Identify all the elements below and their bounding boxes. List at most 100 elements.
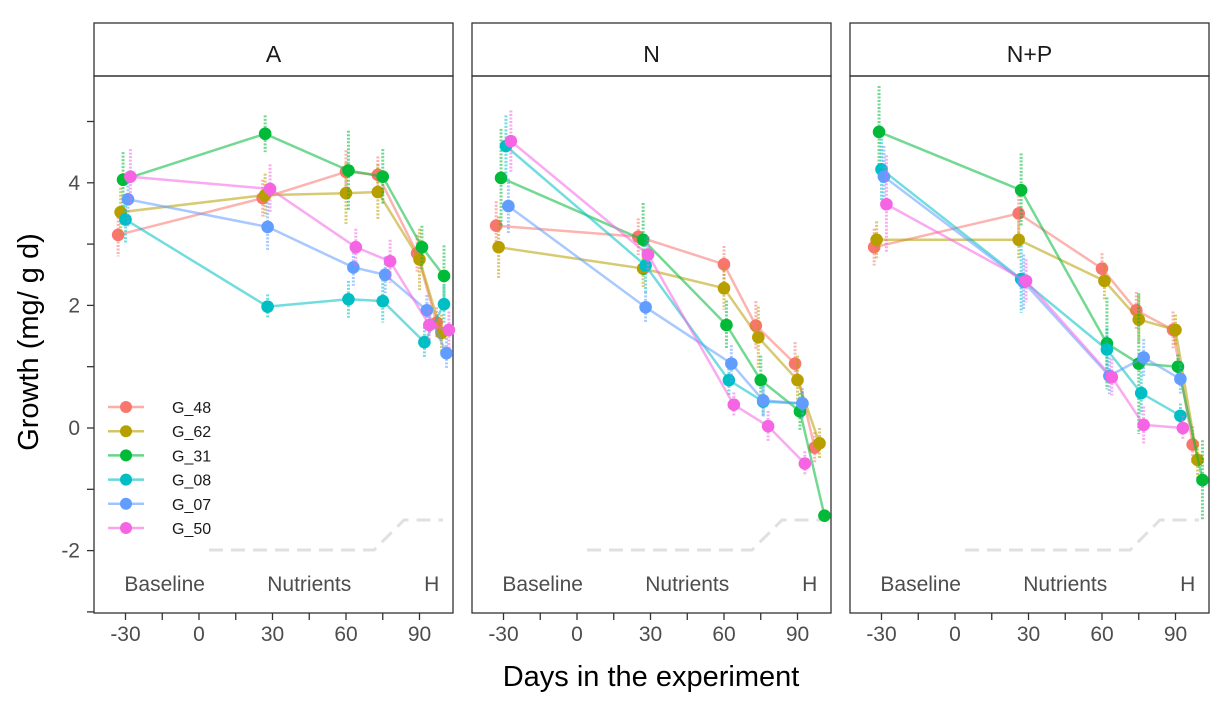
facet-label: A: [266, 41, 282, 67]
data-point: [880, 197, 893, 211]
x-tick-label: 90: [408, 623, 431, 646]
legend-key-dot: [120, 425, 132, 438]
phase-label: H: [802, 573, 817, 596]
series-g-07: [502, 178, 809, 419]
facet-strip: [471, 22, 832, 77]
series-line: [873, 212, 1194, 445]
data-point: [415, 240, 429, 254]
data-point: [440, 346, 453, 360]
x-tick-label: 30: [1017, 623, 1040, 646]
x-tick-label: 30: [261, 623, 284, 646]
legend-key-dot: [120, 497, 132, 510]
data-point: [376, 294, 390, 308]
data-point: [347, 261, 360, 274]
data-point: [1174, 372, 1187, 386]
data-point: [1012, 233, 1025, 247]
data-point: [1137, 351, 1150, 364]
data-point: [383, 254, 397, 268]
x-tick-label: 60: [334, 623, 357, 646]
series-g-31: [872, 85, 1209, 520]
panel-frame: [849, 75, 1210, 614]
x-tick-label: -30: [110, 623, 140, 646]
y-tick-label: 0: [68, 417, 80, 440]
data-point: [639, 300, 652, 314]
data-point: [761, 419, 775, 433]
data-point: [339, 186, 353, 200]
phase-label: H: [1180, 573, 1195, 596]
y-tick-label: -2: [61, 540, 80, 563]
y-tick-label: 2: [68, 294, 80, 317]
legend-label: G_31: [172, 448, 211, 465]
series-g-62: [870, 221, 1204, 479]
data-point: [717, 281, 731, 295]
data-point: [504, 134, 518, 148]
data-point: [437, 297, 451, 311]
x-tick-label: 0: [571, 623, 583, 646]
data-point: [349, 240, 363, 254]
x-axis-n: -30 0 30 60 90: [488, 613, 809, 646]
data-point: [502, 199, 515, 213]
x-tick-label: 30: [639, 623, 662, 646]
phase-label: Nutrients: [645, 573, 729, 596]
series-g-50: [124, 149, 456, 349]
y-axis-title: Growth (mg/ g d): [13, 233, 45, 451]
data-point: [1137, 418, 1150, 432]
legend-key-dot: [120, 522, 132, 534]
series-g-50: [504, 110, 812, 476]
data-point: [798, 457, 812, 470]
x-tick-label: 60: [712, 623, 735, 646]
facet-label: N: [643, 41, 660, 67]
data-point: [717, 258, 731, 271]
x-tick-label: -30: [866, 623, 896, 646]
data-point: [639, 259, 652, 272]
data-point: [641, 248, 655, 261]
data-point: [1095, 262, 1109, 275]
panel-frame: [93, 75, 454, 614]
facet-label: N+P: [1007, 41, 1052, 67]
data-point: [818, 509, 831, 522]
data-point: [1134, 386, 1148, 400]
data-point: [378, 268, 392, 282]
x-tick-label: 0: [949, 623, 961, 646]
data-point: [1098, 274, 1111, 288]
legend-key-dot: [120, 401, 132, 413]
panel-n: N Baseline Nutrients H: [471, 22, 832, 614]
data-point: [1100, 343, 1114, 356]
phase-label: Nutrients: [1023, 573, 1107, 596]
data-point: [1012, 207, 1025, 220]
phase-guide-line: [209, 518, 443, 552]
data-point: [870, 233, 883, 247]
data-point: [492, 240, 505, 254]
y-tick-label: 4: [68, 172, 80, 195]
phase-label: Baseline: [124, 573, 205, 596]
x-axis-title: Days in the experiment: [503, 661, 800, 693]
y-axis: -2 0 2 4: [61, 120, 94, 613]
legend-label: G_48: [172, 400, 211, 417]
series-g-62: [492, 216, 826, 459]
legend-key-dot: [120, 473, 132, 486]
x-tick-label: -30: [488, 623, 518, 646]
data-point: [788, 357, 802, 370]
data-point: [423, 318, 436, 332]
series-line: [122, 132, 445, 277]
series-g-50: [880, 155, 1190, 444]
data-point: [111, 228, 125, 242]
data-point: [813, 437, 826, 450]
data-point: [376, 170, 390, 183]
data-point: [1105, 370, 1119, 384]
data-point: [342, 292, 355, 306]
data-point: [872, 125, 886, 139]
data-point: [725, 357, 738, 370]
data-point: [261, 300, 274, 313]
legend: G_48 G_62 G_31 G_08 G_07 G_50: [108, 400, 211, 538]
panel-a: A Baseline Nutrients H: [93, 22, 456, 614]
data-point: [261, 220, 274, 234]
phase-guide-line: [587, 518, 821, 552]
facet-strip: [849, 22, 1210, 77]
series-line: [124, 218, 446, 344]
data-point: [791, 373, 804, 387]
data-point: [1176, 421, 1190, 435]
x-axis-n-plus-p: -30 0 30 60 90: [866, 613, 1187, 646]
legend-item-g-50: G_50: [108, 521, 211, 538]
